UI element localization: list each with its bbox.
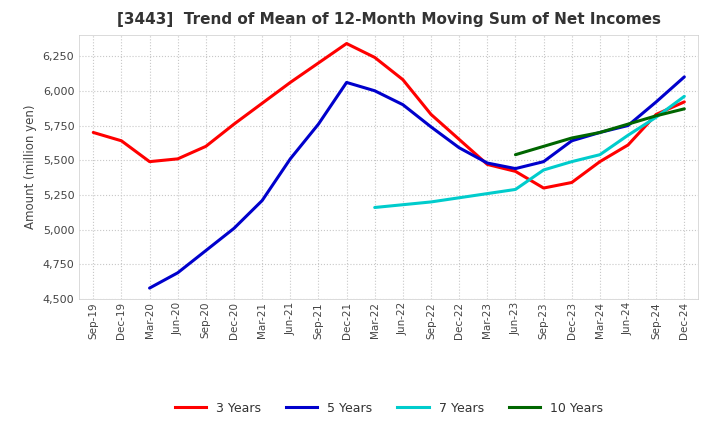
- 5 Years: [624, 123, 632, 128]
- 5 Years: [539, 159, 548, 164]
- 7 Years: [483, 191, 492, 196]
- 5 Years: [202, 248, 210, 253]
- 10 Years: [539, 144, 548, 149]
- 5 Years: [567, 138, 576, 143]
- Line: 7 Years: 7 Years: [374, 96, 684, 208]
- 5 Years: [286, 156, 294, 161]
- Title: [3443]  Trend of Mean of 12-Month Moving Sum of Net Incomes: [3443] Trend of Mean of 12-Month Moving …: [117, 12, 661, 27]
- 3 Years: [455, 137, 464, 142]
- 3 Years: [399, 77, 408, 82]
- 3 Years: [652, 112, 660, 117]
- 5 Years: [370, 88, 379, 93]
- 7 Years: [370, 205, 379, 210]
- 5 Years: [145, 286, 154, 291]
- 3 Years: [314, 60, 323, 66]
- 3 Years: [680, 99, 688, 105]
- 5 Years: [427, 124, 436, 129]
- 10 Years: [680, 106, 688, 111]
- Y-axis label: Amount (million yen): Amount (million yen): [24, 105, 37, 229]
- 10 Years: [595, 130, 604, 135]
- 3 Years: [511, 169, 520, 174]
- 5 Years: [511, 166, 520, 171]
- 3 Years: [89, 130, 98, 135]
- 3 Years: [483, 162, 492, 167]
- 5 Years: [314, 121, 323, 127]
- 7 Years: [624, 132, 632, 138]
- 5 Years: [652, 99, 660, 105]
- Line: 10 Years: 10 Years: [516, 109, 684, 155]
- 3 Years: [174, 156, 182, 161]
- 5 Years: [342, 80, 351, 85]
- 3 Years: [342, 41, 351, 46]
- 10 Years: [624, 121, 632, 127]
- 3 Years: [230, 121, 238, 127]
- 7 Years: [595, 152, 604, 158]
- 5 Years: [680, 74, 688, 80]
- Legend: 3 Years, 5 Years, 7 Years, 10 Years: 3 Years, 5 Years, 7 Years, 10 Years: [170, 397, 608, 420]
- 3 Years: [202, 144, 210, 149]
- 3 Years: [427, 112, 436, 117]
- 3 Years: [595, 159, 604, 164]
- 7 Years: [567, 159, 576, 164]
- 3 Years: [370, 55, 379, 60]
- 5 Years: [258, 198, 266, 203]
- 5 Years: [455, 145, 464, 150]
- 7 Years: [427, 199, 436, 205]
- 3 Years: [117, 138, 126, 143]
- 10 Years: [511, 152, 520, 158]
- 7 Years: [680, 94, 688, 99]
- 7 Years: [399, 202, 408, 207]
- Line: 5 Years: 5 Years: [150, 77, 684, 288]
- 7 Years: [539, 167, 548, 172]
- 5 Years: [230, 226, 238, 231]
- 10 Years: [652, 113, 660, 118]
- 3 Years: [624, 142, 632, 147]
- 3 Years: [567, 180, 576, 185]
- 5 Years: [483, 161, 492, 166]
- 5 Years: [174, 270, 182, 275]
- 3 Years: [286, 80, 294, 85]
- 10 Years: [567, 136, 576, 141]
- 7 Years: [511, 187, 520, 192]
- 3 Years: [539, 185, 548, 191]
- 5 Years: [399, 102, 408, 107]
- 5 Years: [595, 130, 604, 135]
- 3 Years: [258, 101, 266, 106]
- 7 Years: [455, 195, 464, 200]
- 3 Years: [145, 159, 154, 164]
- 7 Years: [652, 114, 660, 120]
- Line: 3 Years: 3 Years: [94, 44, 684, 188]
